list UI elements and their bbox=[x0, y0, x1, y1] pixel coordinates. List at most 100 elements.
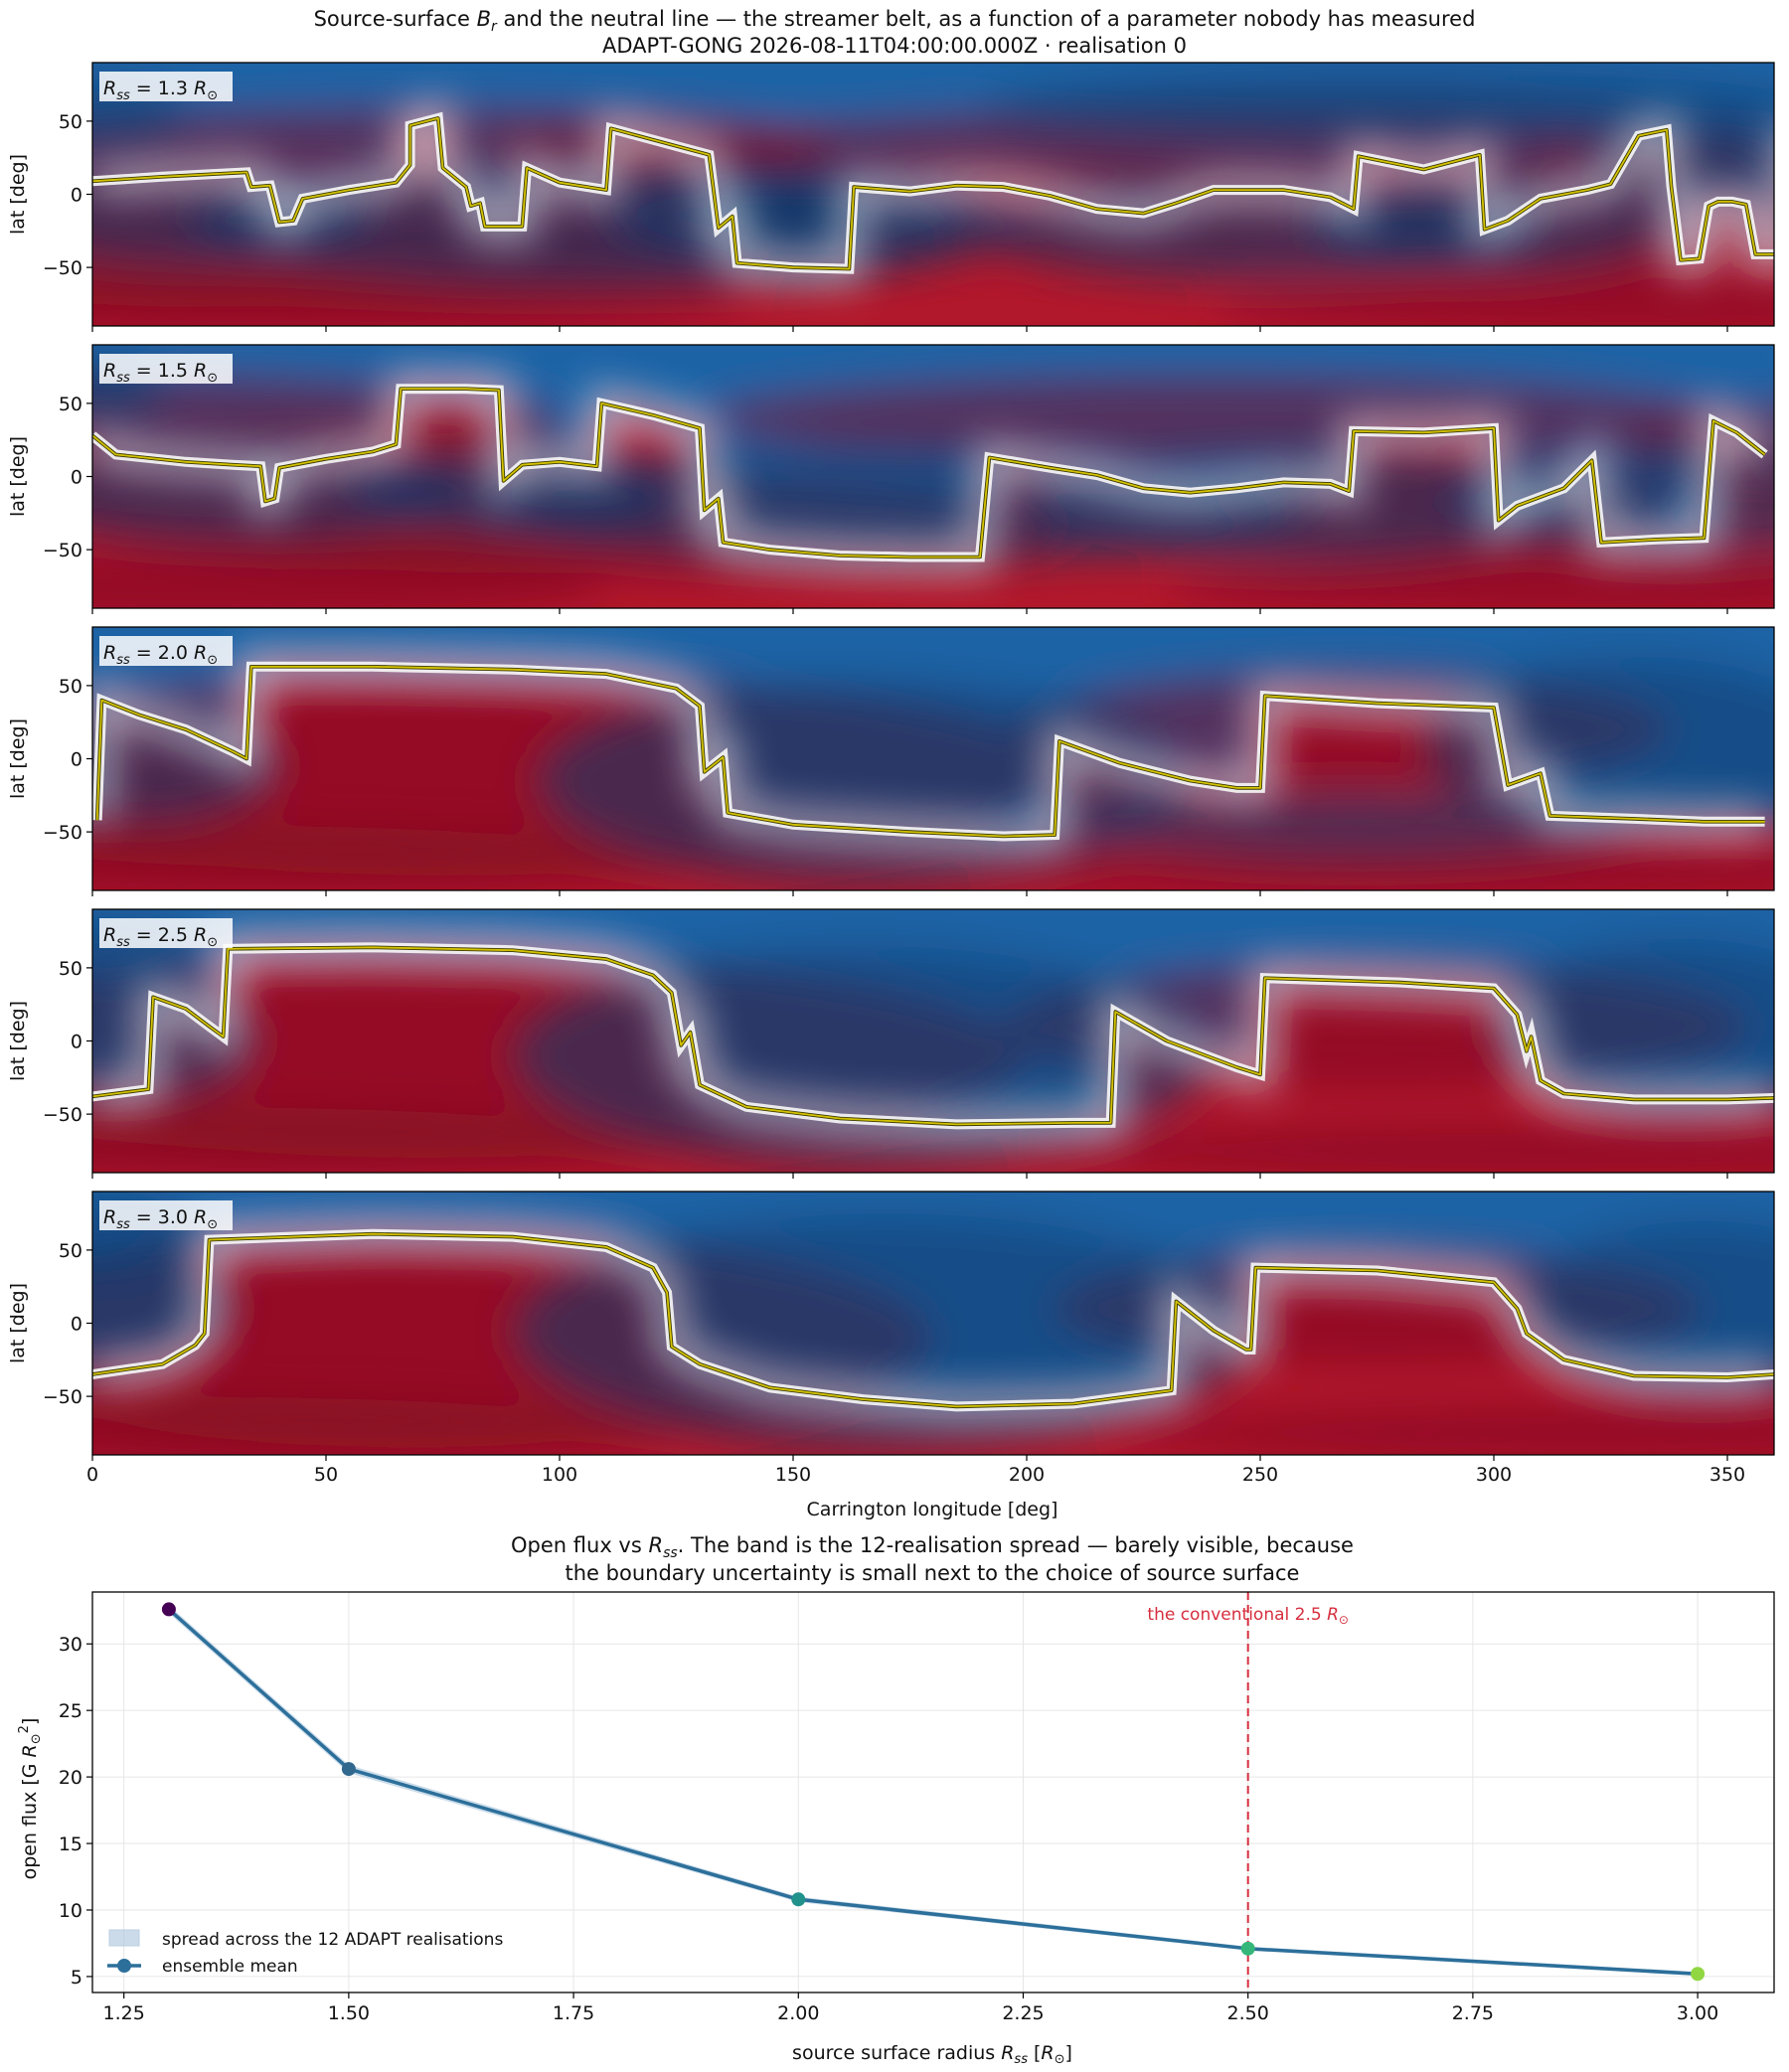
map-panel-1: 50 0 −50 lat [deg] Rss = 1.5 R⊙ bbox=[7, 344, 1775, 614]
map-x-axis-label: Carrington longitude [deg] bbox=[807, 1499, 1058, 1520]
legend-mean-label: ensemble mean bbox=[162, 1957, 298, 1977]
map-y-tick-label: −50 bbox=[43, 257, 82, 279]
map-panel-3: 50 0 −50 lat [deg] Rss = 2.5 R⊙ bbox=[7, 908, 1775, 1179]
map-x-tick-label: 350 bbox=[1709, 1464, 1745, 1486]
map-y-tick-label: 0 bbox=[71, 1314, 82, 1336]
map-x-tick-label: 0 bbox=[86, 1464, 98, 1486]
flux-title-line1: Open flux vs Rss. The band is the 12-rea… bbox=[511, 1533, 1354, 1561]
neutral-line bbox=[92, 117, 1774, 270]
legend-band-label: spread across the 12 ADAPT realisations bbox=[162, 1930, 503, 1950]
map-y-axis-label: lat [deg] bbox=[7, 718, 29, 799]
flux-x-tick-label: 2.50 bbox=[1227, 2002, 1269, 2024]
flux-x-tick-label: 2.75 bbox=[1452, 2002, 1494, 2024]
map-x-tick-label: 300 bbox=[1476, 1464, 1512, 1486]
panel-label-box bbox=[99, 72, 233, 101]
flux-legend: spread across the 12 ADAPT realisations e… bbox=[107, 1929, 503, 1977]
flux-y-tick-label: 10 bbox=[59, 1900, 82, 1922]
ensemble-mean-point bbox=[341, 1762, 356, 1777]
flux-y-axis-label: open flux [G R⊙2] bbox=[17, 1718, 44, 1880]
field-strong-positive bbox=[92, 550, 606, 608]
map-y-tick-label: −50 bbox=[43, 822, 82, 844]
map-y-tick-label: 50 bbox=[59, 958, 82, 980]
field-strong-positive bbox=[1214, 274, 1774, 326]
flux-x-axis-label: source surface radius Rss [R⊙] bbox=[792, 2042, 1072, 2067]
panel-label-box bbox=[99, 636, 233, 666]
neutral-line bbox=[92, 1232, 1774, 1408]
map-x-tick-label: 200 bbox=[1009, 1464, 1045, 1486]
neutral-line bbox=[92, 388, 1766, 558]
panel-label: Rss = 2.0 R⊙ bbox=[103, 642, 218, 668]
field-strong-positive bbox=[1167, 557, 1774, 608]
map-panels: 50 0 −50 lat [deg] Rss = 1.3 R⊙ 50 0 −50 lat [de… bbox=[7, 62, 1775, 1486]
map-panel-2: 50 0 −50 lat [deg] Rss = 2.0 R⊙ bbox=[7, 626, 1775, 896]
map-title-line1: Source-surface Br and the neutral line —… bbox=[314, 7, 1476, 35]
map-field bbox=[92, 1192, 1774, 1455]
field-shading bbox=[92, 627, 1774, 890]
field-strong-negative bbox=[980, 70, 1774, 143]
map-x-tick-label: 50 bbox=[314, 1464, 338, 1486]
neutral-line bbox=[92, 946, 1774, 1126]
legend-band-swatch bbox=[108, 1929, 140, 1947]
map-title-line2: ADAPT-GONG 2026-08-11T04:00:00.000Z · re… bbox=[602, 34, 1187, 58]
map-y-tick-label: −50 bbox=[43, 1386, 82, 1408]
map-y-axis-label: lat [deg] bbox=[7, 1283, 29, 1363]
panel-label: Rss = 2.5 R⊙ bbox=[103, 924, 218, 950]
map-y-tick-label: −50 bbox=[43, 540, 82, 561]
map-y-tick-label: −50 bbox=[43, 1104, 82, 1126]
legend-mean-marker bbox=[117, 1959, 131, 1973]
map-field bbox=[92, 63, 1774, 326]
flux-y-tick-label: 5 bbox=[71, 1967, 82, 1989]
field-strong-positive bbox=[92, 824, 700, 890]
map-field bbox=[92, 909, 1774, 1173]
flux-x-tick-label: 3.00 bbox=[1677, 2002, 1718, 2024]
map-y-tick-label: 0 bbox=[71, 467, 82, 489]
field-strong-negative bbox=[1073, 787, 1634, 862]
map-y-tick-label: 0 bbox=[71, 749, 82, 771]
map-y-axis-label: lat [deg] bbox=[7, 1001, 29, 1081]
open-flux-chart: the conventional 2.5 R⊙ 1.25 1.50 1.75 2.00 2… bbox=[59, 1591, 1775, 2024]
map-y-axis-label: lat [deg] bbox=[7, 436, 29, 517]
flux-y-tick-label: 25 bbox=[59, 1700, 82, 1722]
map-field bbox=[92, 345, 1774, 608]
panel-label: Rss = 1.5 R⊙ bbox=[103, 360, 218, 386]
panel-label-box bbox=[99, 1200, 233, 1230]
flux-x-tick-label: 1.50 bbox=[328, 2002, 370, 2024]
map-x-tick-label: 150 bbox=[775, 1464, 811, 1486]
flux-x-tick-label: 2.25 bbox=[1002, 2002, 1044, 2024]
panel-label: Rss = 3.0 R⊙ bbox=[103, 1206, 218, 1232]
ensemble-mean-line bbox=[167, 1608, 1699, 1977]
map-y-axis-label: lat [deg] bbox=[7, 154, 29, 235]
map-y-tick-label: 0 bbox=[71, 185, 82, 207]
panel-label-box bbox=[99, 918, 233, 948]
field-strong-negative bbox=[1494, 938, 1774, 1115]
flux-x-tick-label: 2.00 bbox=[777, 2002, 819, 2024]
map-y-tick-label: 50 bbox=[59, 1240, 82, 1262]
map-field bbox=[92, 627, 1774, 890]
flux-y-tick-label: 20 bbox=[59, 1767, 82, 1789]
map-panel-0: 50 0 −50 lat [deg] Rss = 1.3 R⊙ bbox=[7, 62, 1775, 332]
spread-band bbox=[168, 1605, 1699, 1977]
field-strong-positive bbox=[1120, 1403, 1774, 1455]
neutral-line bbox=[95, 665, 1765, 838]
map-y-tick-label: 50 bbox=[59, 111, 82, 133]
map-y-tick-label: 0 bbox=[71, 1032, 82, 1053]
ensemble-mean-point bbox=[1691, 1967, 1706, 1982]
map-y-tick-label: 50 bbox=[59, 394, 82, 415]
ensemble-mean-point bbox=[1240, 1941, 1255, 1956]
panel-label-box bbox=[99, 354, 233, 384]
map-x-tick-label: 100 bbox=[542, 1464, 577, 1486]
ensemble-mean-point bbox=[161, 1602, 176, 1617]
map-y-tick-label: 50 bbox=[59, 676, 82, 698]
ensemble-mean-point bbox=[791, 1892, 806, 1907]
field-strong-negative bbox=[536, 678, 1191, 883]
flux-x-tick-label: 1.75 bbox=[553, 2002, 594, 2024]
field-strong-positive bbox=[1027, 1121, 1774, 1173]
flux-frame bbox=[91, 1591, 1775, 1993]
flux-x-tick-label: 1.25 bbox=[103, 2002, 145, 2024]
field-strong-positive bbox=[92, 1396, 677, 1455]
flux-y-tick-label: 15 bbox=[59, 1833, 82, 1855]
map-panel-4: 50 0 −50 0 50 100 150 200 250 300 350 lat [deg] Rss … bbox=[7, 1191, 1775, 1486]
field-strong-positive bbox=[92, 1106, 677, 1173]
panel-label: Rss = 1.3 R⊙ bbox=[103, 78, 218, 103]
